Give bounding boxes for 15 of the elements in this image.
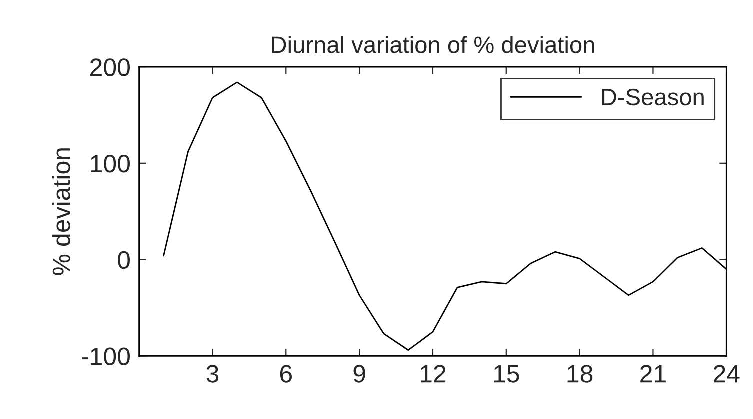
x-tick-label: 6 [280, 365, 292, 383]
y-tick-label: 100 [91, 155, 130, 173]
legend-label: D-Season [602, 88, 704, 106]
y-tick-label: 200 [90, 58, 130, 76]
y-axis-title: % deviation [52, 148, 70, 276]
x-tick-label: 12 [420, 365, 446, 383]
x-tick-label: 21 [640, 365, 666, 383]
x-tick-label: 24 [714, 365, 740, 383]
x-tick-label: 18 [568, 365, 593, 383]
y-tick-label: 0 [118, 251, 130, 270]
x-tick-label: 3 [206, 365, 219, 383]
x-tick-label: 15 [494, 365, 520, 383]
chart-title: Diurnal variation of % deviation [272, 36, 594, 54]
y-tick-label: -100 [82, 348, 130, 366]
x-tick-label: 9 [354, 365, 366, 383]
